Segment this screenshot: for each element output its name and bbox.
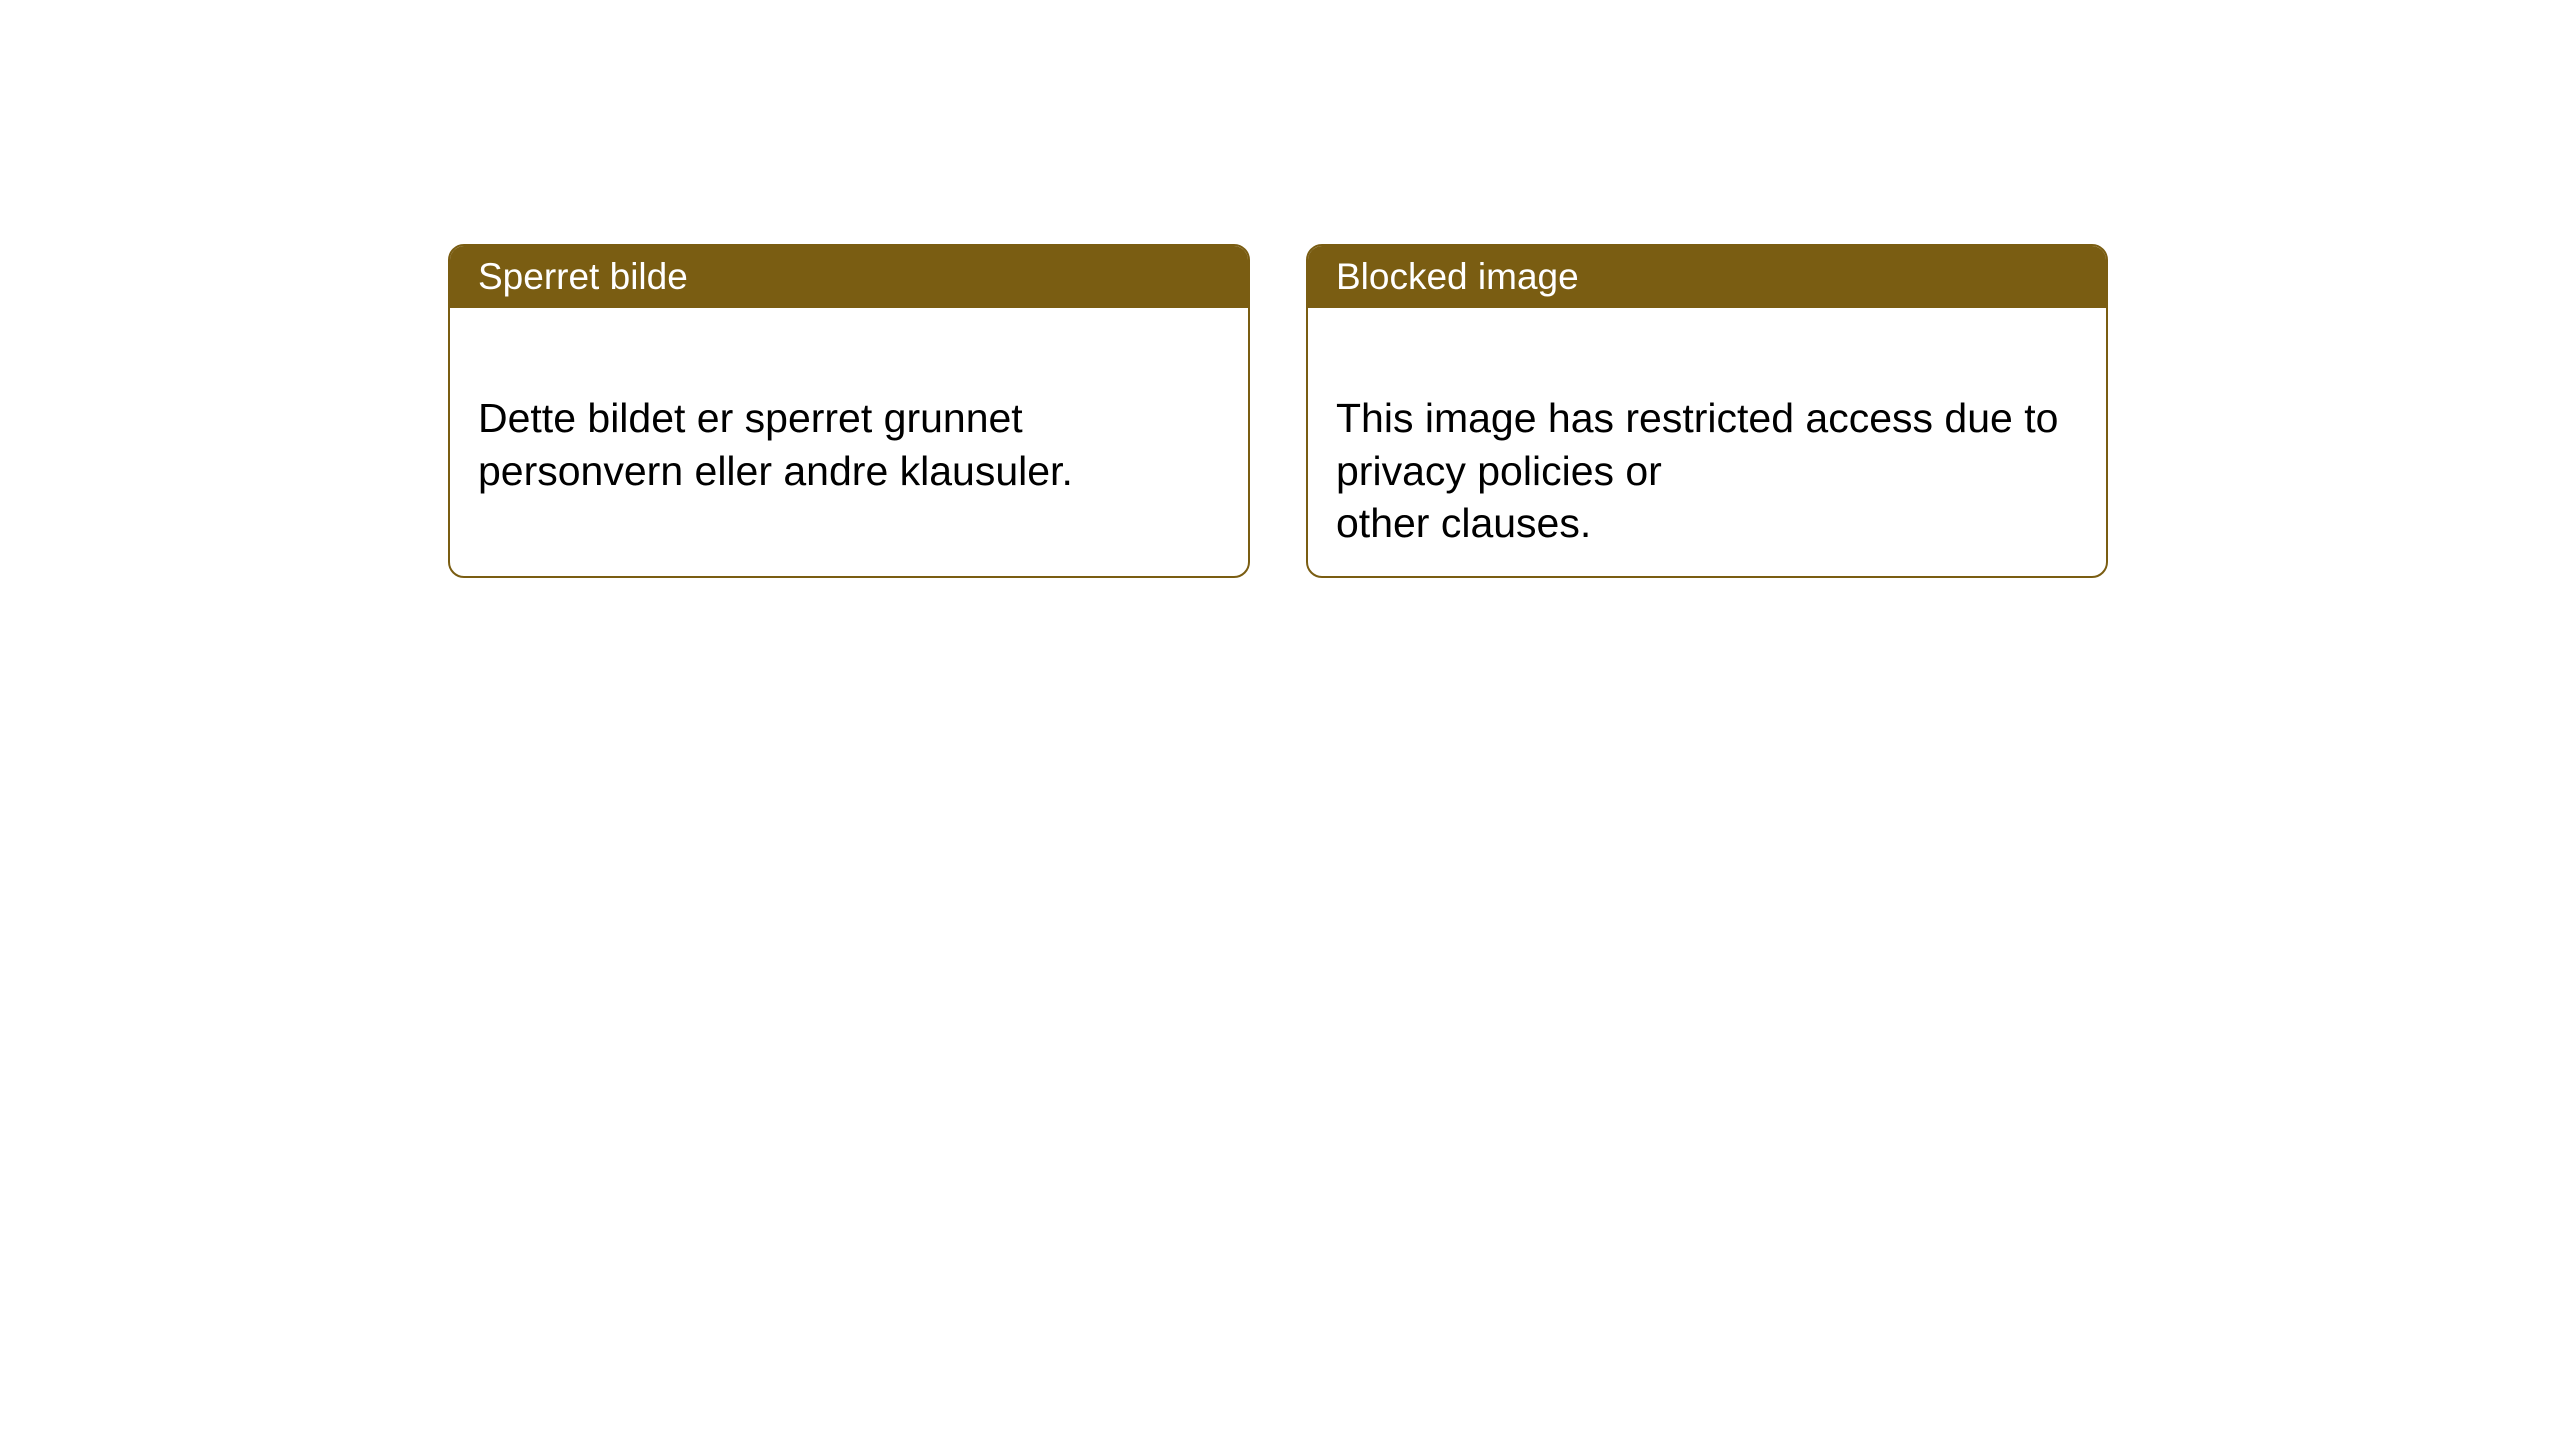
notice-title: Blocked image: [1336, 256, 1579, 297]
notice-message: This image has restricted access due to …: [1336, 395, 2058, 546]
notice-card-norwegian: Sperret bilde Dette bildet er sperret gr…: [448, 244, 1250, 578]
notice-body: Dette bildet er sperret grunnet personve…: [450, 308, 1248, 529]
notice-title: Sperret bilde: [478, 256, 688, 297]
notice-body: This image has restricted access due to …: [1308, 308, 2106, 578]
notice-message: Dette bildet er sperret grunnet personve…: [478, 395, 1073, 493]
notice-card-english: Blocked image This image has restricted …: [1306, 244, 2108, 578]
notice-header: Blocked image: [1308, 246, 2106, 308]
notice-container: Sperret bilde Dette bildet er sperret gr…: [0, 0, 2560, 578]
notice-header: Sperret bilde: [450, 246, 1248, 308]
